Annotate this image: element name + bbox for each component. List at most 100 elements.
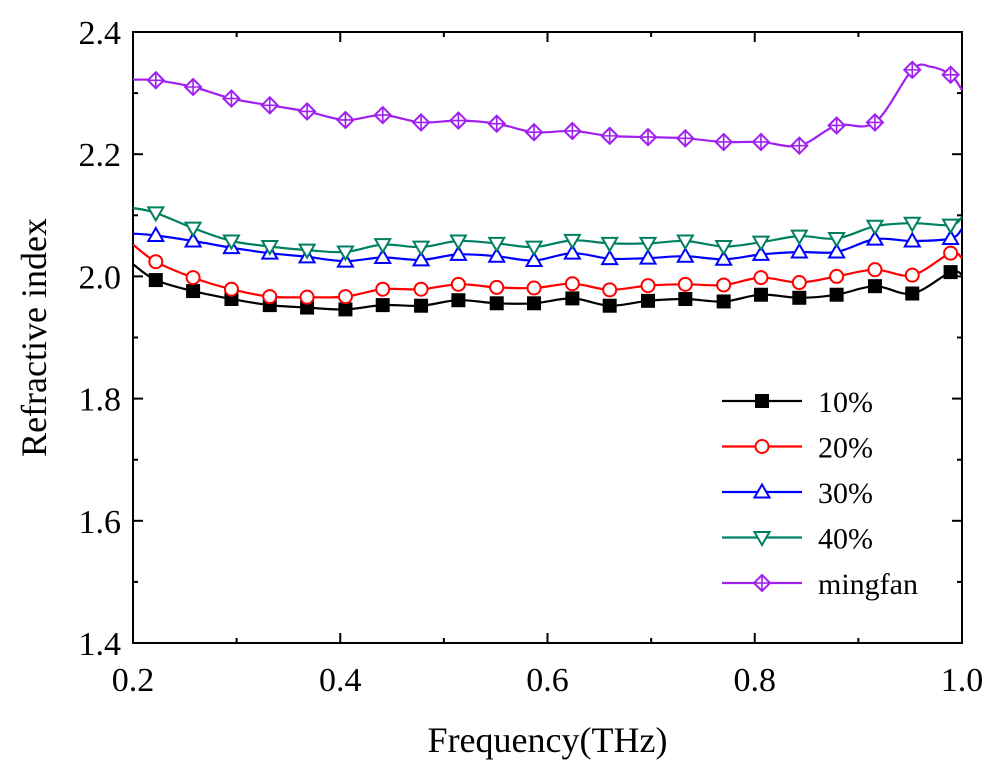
x-axis-label: Frequency(THz) [428,720,668,760]
data-point [146,70,166,90]
data-point [941,229,960,246]
data-point [487,114,507,134]
axis-ticks [132,31,963,644]
legend: 10% 20% 30% 40% mingfan [722,386,918,601]
data-point [905,286,920,301]
data-point [146,206,166,223]
data-point [449,234,468,251]
data-point [487,236,506,253]
data-point [941,65,961,85]
data-point [373,238,392,255]
data-point [297,102,317,121]
legend-label: 10% [818,386,873,419]
data-point [448,111,468,131]
data-point [752,531,772,548]
x-tick-label: 1.0 [941,662,984,699]
legend-label: 20% [818,432,873,465]
data-point [262,289,278,305]
data-point [676,234,695,251]
data-point [791,275,807,291]
tick-labels: 0.2 0.4 0.6 0.8 1.0 1.4 1.6 1.8 2.0 2.2 2.4 [79,15,984,699]
legend-label: 30% [818,477,873,510]
data-point [640,278,656,294]
data-point [790,229,809,246]
data-point [755,394,769,408]
data-point [299,289,315,305]
data-point [641,293,656,308]
data-point [943,265,958,280]
data-point [865,113,885,132]
legend-item: 20% [722,432,873,465]
data-point [751,235,771,252]
legend-item: mingfan [722,568,918,601]
data-point [638,127,658,147]
series-layer [132,60,963,317]
legend-item: 40% [722,523,873,556]
series-line [132,63,963,148]
data-point [336,110,355,130]
data-point [373,105,393,125]
data-point [222,234,241,251]
data-point [222,89,241,109]
data-point [904,267,920,283]
data-point [903,231,922,248]
data-point [146,225,166,242]
data-point [638,236,658,253]
data-point [716,277,732,293]
data-point [260,95,280,115]
y-axis-label: Refractive index [14,218,54,457]
data-point [411,250,431,267]
data-point [297,243,317,260]
legend-label: mingfan [818,568,918,601]
data-point [752,482,772,499]
data-point [827,116,847,135]
y-tick-label: 2.4 [79,15,122,52]
data-point [902,60,922,80]
data-point [565,291,580,306]
series-5 [132,60,963,156]
data-point [751,244,771,261]
data-point [790,242,809,259]
data-point [489,279,505,295]
data-point [792,290,807,305]
data-point [411,240,431,257]
data-point [865,219,885,236]
data-point [789,136,809,156]
data-point [752,573,772,593]
data-point [829,287,844,302]
legend-label: 40% [818,523,873,556]
data-point [943,245,959,261]
data-point [678,292,693,307]
data-point [336,245,355,262]
y-tick-label: 1.8 [79,382,122,419]
data-point [260,239,280,256]
y-tick-label: 1.4 [79,626,122,663]
legend-item: 10% [722,386,873,419]
data-point [714,132,734,152]
data-point [451,293,466,308]
data-point [563,233,582,250]
data-point [827,232,846,249]
data-point [526,280,542,296]
data-point [562,121,582,141]
data-point [487,246,506,263]
data-point [450,276,466,292]
y-tick-label: 1.6 [79,504,122,541]
data-point [524,122,544,142]
data-point [414,298,429,313]
data-point [600,249,619,266]
data-point [600,236,619,253]
data-point [600,126,620,146]
data-point [527,296,542,311]
data-point [716,294,731,309]
data-point [754,439,770,454]
legend-item: 30% [722,477,873,510]
x-tick-label: 0.2 [112,662,155,699]
data-point [373,247,392,264]
data-point [675,128,695,148]
data-point [867,279,882,294]
data-point [524,251,544,268]
data-point [867,262,883,278]
data-point [375,281,391,297]
